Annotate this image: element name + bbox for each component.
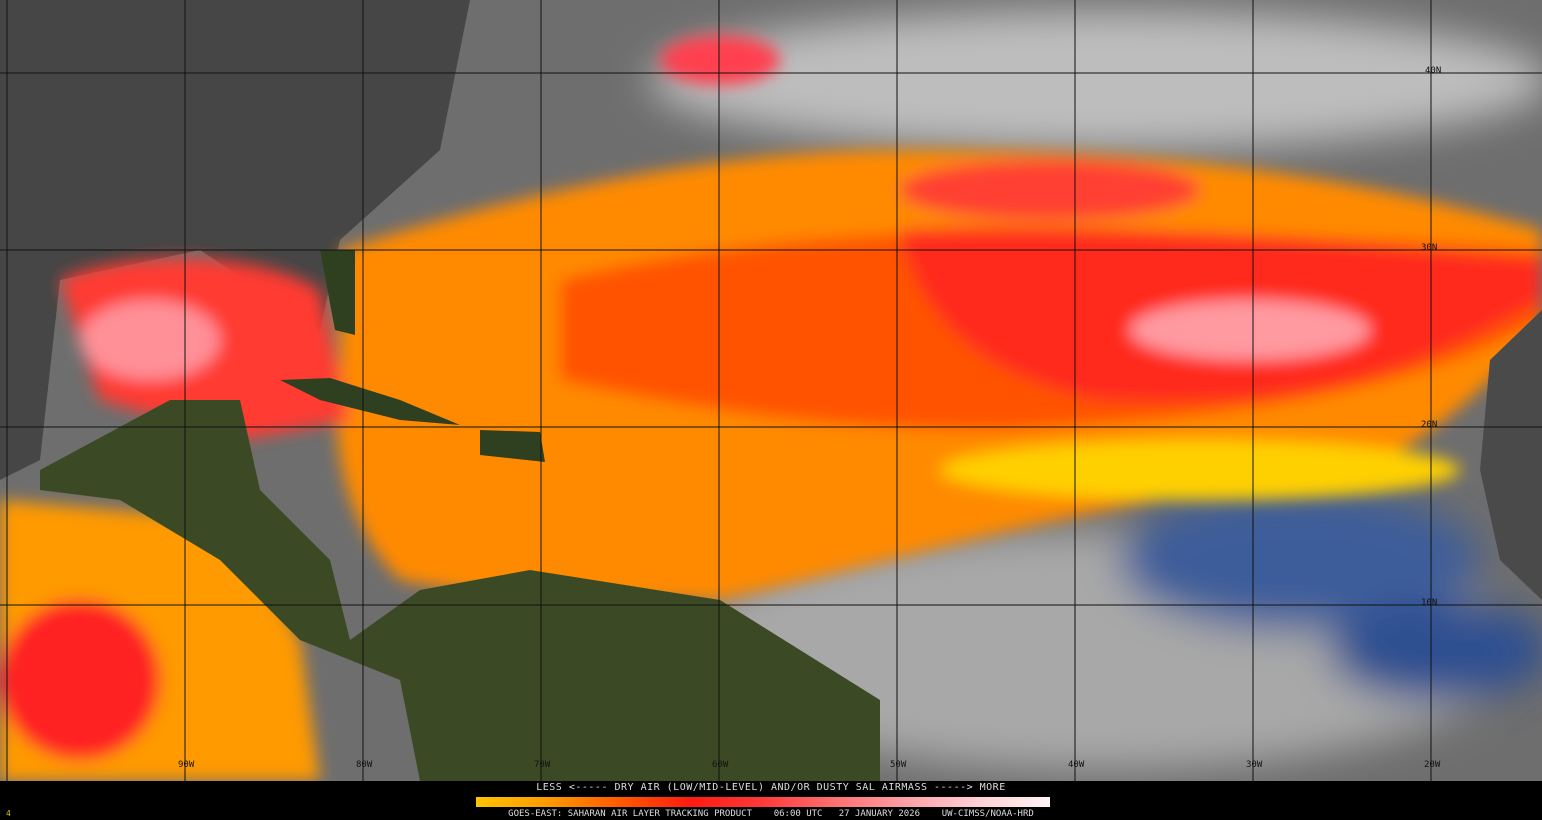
cloud-cover bbox=[650, 10, 1542, 770]
legend-title: LESS <----- DRY AIR (LOW/MID-LEVEL) AND/… bbox=[536, 782, 1006, 793]
lon-label-60w: 60W bbox=[712, 760, 729, 770]
lon-label-80w: 80W bbox=[356, 760, 373, 770]
africa-land bbox=[1480, 310, 1542, 600]
lat-label-20n: 20N bbox=[1421, 420, 1438, 430]
lon-label-70w: 70W bbox=[534, 760, 551, 770]
lat-lon-grid bbox=[0, 0, 1542, 781]
lon-label-50w: 50W bbox=[890, 760, 907, 770]
product-name: SAHARAN AIR LAYER TRACKING PRODUCT bbox=[567, 809, 752, 819]
product-footer: GOES-EAST: SAHARAN AIR LAYER TRACKING PR… bbox=[0, 809, 1542, 819]
observation-date: 27 JANUARY 2026 bbox=[838, 809, 921, 819]
satellite-name: GOES-EAST: bbox=[508, 809, 563, 819]
lat-label-40n: 40N bbox=[1425, 66, 1442, 76]
hispaniola bbox=[480, 430, 545, 462]
lat-label-30n: 30N bbox=[1421, 243, 1438, 253]
lon-label-30w: 30W bbox=[1246, 760, 1263, 770]
florida bbox=[320, 250, 355, 335]
color-scale-bar bbox=[476, 797, 1050, 807]
lon-label-90w: 90W bbox=[178, 760, 195, 770]
lat-label-10n: 10N bbox=[1421, 598, 1438, 608]
data-source: UW-CIMSS/NOAA-HRD bbox=[941, 809, 1034, 819]
lon-label-20w: 20W bbox=[1424, 760, 1441, 770]
observation-time: 06:00 UTC bbox=[773, 809, 823, 819]
frame-number: 4 bbox=[6, 809, 11, 818]
cuba bbox=[280, 378, 460, 425]
north-america-land bbox=[0, 0, 470, 480]
central-south-america-land bbox=[40, 400, 880, 781]
satellite-map bbox=[0, 0, 1542, 781]
lon-label-40w: 40W bbox=[1068, 760, 1085, 770]
